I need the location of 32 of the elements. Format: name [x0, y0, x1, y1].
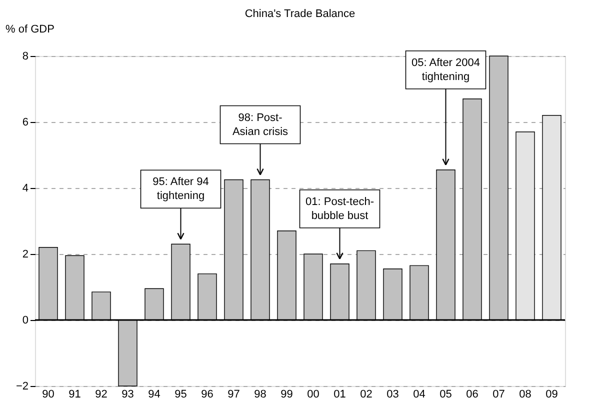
x-tick-label: 98: [254, 388, 266, 400]
x-tick-label: 06: [466, 388, 478, 400]
x-tick-label: 07: [492, 388, 505, 400]
chart-title: China's Trade Balance: [244, 8, 356, 20]
annotation: 05: After 2004 tightening: [412, 56, 480, 83]
x-tick-label: 05: [440, 388, 452, 400]
x-tick-label: 97: [228, 388, 240, 400]
x-tick-label: 93: [122, 388, 134, 400]
x-tick-label: 02: [360, 388, 372, 400]
x-tick-label: 99: [280, 388, 293, 400]
x-tick-label: 90: [42, 388, 54, 400]
x-tick-label: 95: [174, 388, 187, 400]
x-tick-label: 00: [307, 388, 320, 400]
x-tick-label: 91: [68, 388, 81, 400]
annotation: 01: Post-tech- bubble bust: [306, 196, 374, 222]
x-tick-label: 96: [201, 388, 214, 400]
x-tick-label: 08: [519, 388, 532, 400]
x-tick-label: 03: [386, 388, 399, 400]
y-tick-label: 0: [22, 314, 28, 326]
x-tick-label: 92: [95, 388, 108, 400]
x-tick-label: 94: [148, 388, 160, 400]
y-tick-label: 8: [22, 50, 28, 62]
y-tick-label: 4: [22, 182, 28, 194]
annotation: 95: After 94 tightening: [152, 176, 209, 202]
y-tick-label: 6: [22, 116, 28, 128]
x-tick-label: 01: [334, 388, 346, 400]
y-tick-label: 2: [22, 248, 28, 260]
x-tick-label: 04: [413, 388, 426, 400]
annotation: 98: Post- Asian crisis: [232, 112, 289, 138]
y-tick-label: −2: [16, 380, 28, 392]
y-axis-title: % of GDP: [6, 24, 54, 36]
x-tick-label: 09: [546, 388, 558, 400]
